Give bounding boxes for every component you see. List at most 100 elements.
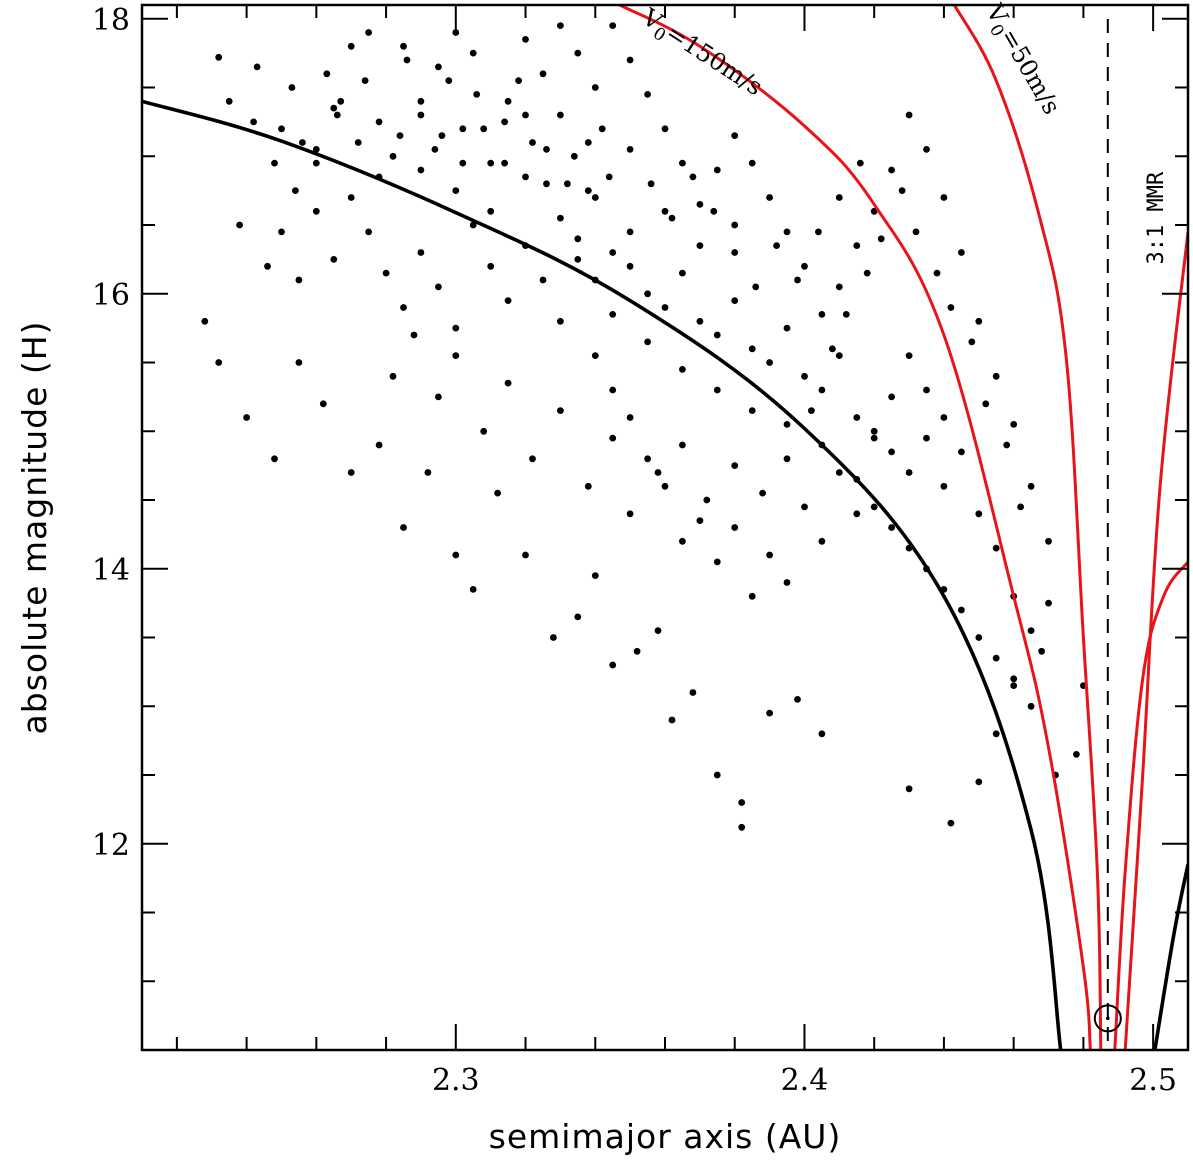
data-point xyxy=(299,139,306,146)
y-tick-label: 14 xyxy=(92,553,130,588)
data-point xyxy=(842,311,850,318)
data-point xyxy=(766,359,773,366)
data-point xyxy=(773,242,780,250)
data-point xyxy=(759,489,766,497)
annotations: 3:1 MMR V0=150m/s V0=50m/s xyxy=(636,0,1169,1050)
x-tick-label: 2.3 xyxy=(432,1063,480,1098)
data-point xyxy=(215,53,223,61)
data-point xyxy=(539,276,547,284)
red-velocity-curve xyxy=(1113,560,1188,1050)
data-point xyxy=(731,462,739,469)
data-point xyxy=(856,159,864,167)
data-point xyxy=(609,661,617,669)
data-point xyxy=(435,393,442,401)
data-point xyxy=(487,262,495,270)
data-point xyxy=(452,324,460,332)
data-point xyxy=(783,579,791,586)
data-point xyxy=(912,228,920,236)
data-point xyxy=(337,97,345,105)
data-point xyxy=(515,77,522,84)
data-points xyxy=(201,22,1087,831)
data-point xyxy=(400,524,407,531)
data-point xyxy=(312,159,320,167)
data-point xyxy=(584,187,592,195)
data-point xyxy=(424,469,432,476)
data-point xyxy=(609,311,617,318)
data-point xyxy=(626,228,634,236)
data-point xyxy=(863,269,871,277)
data-point xyxy=(738,799,746,806)
data-point xyxy=(410,331,418,339)
data-point xyxy=(958,448,965,456)
data-point xyxy=(644,91,651,98)
data-point xyxy=(940,482,948,490)
data-point xyxy=(574,235,582,243)
data-point xyxy=(713,166,721,174)
data-point xyxy=(853,414,861,421)
data-point xyxy=(522,111,529,119)
data-point xyxy=(679,537,686,545)
data-point xyxy=(435,63,442,71)
data-point xyxy=(480,125,488,133)
data-point xyxy=(591,352,599,359)
data-point xyxy=(504,97,512,105)
data-point xyxy=(529,455,536,463)
data-point xyxy=(1045,537,1052,545)
data-point xyxy=(992,730,1000,738)
data-point xyxy=(626,56,634,64)
data-point xyxy=(923,146,930,153)
data-point xyxy=(605,173,613,181)
y-tick-label: 12 xyxy=(92,828,130,863)
data-point xyxy=(312,146,320,153)
data-point xyxy=(794,696,801,703)
data-point xyxy=(431,146,439,153)
data-point xyxy=(389,372,397,380)
data-point xyxy=(731,249,739,256)
black-envelope-curve xyxy=(1153,864,1188,1050)
data-point xyxy=(389,152,397,160)
data-point xyxy=(661,482,669,490)
data-point xyxy=(522,551,529,559)
data-point xyxy=(215,359,223,366)
data-point xyxy=(543,180,550,188)
data-point xyxy=(647,180,655,188)
data-point xyxy=(835,194,843,201)
data-point xyxy=(933,269,941,277)
data-point xyxy=(1017,503,1024,511)
data-point xyxy=(487,207,495,215)
black-envelope-curve xyxy=(142,99,1063,1050)
data-point xyxy=(584,482,592,490)
data-point xyxy=(738,823,746,831)
data-point xyxy=(748,159,756,167)
data-point xyxy=(452,29,460,36)
red-velocity-curve xyxy=(953,5,1103,1050)
data-point xyxy=(633,647,641,655)
data-point xyxy=(1010,675,1018,683)
data-point xyxy=(748,407,756,414)
data-point xyxy=(905,469,913,476)
data-point xyxy=(992,544,1000,552)
data-point xyxy=(591,194,599,201)
data-point xyxy=(400,42,407,50)
y-tick-label: 18 xyxy=(92,3,130,38)
data-point xyxy=(818,537,826,545)
data-point xyxy=(501,159,508,167)
data-point xyxy=(539,70,547,78)
data-point xyxy=(679,366,686,373)
data-point xyxy=(661,125,669,133)
data-point xyxy=(1003,441,1011,449)
red-velocity-curve xyxy=(1123,231,1188,1050)
data-point xyxy=(853,242,861,250)
y-axis-label: absolute magnitude (H) xyxy=(15,321,54,735)
data-point xyxy=(696,317,704,325)
data-point xyxy=(598,125,606,133)
data-point xyxy=(947,304,955,311)
data-point xyxy=(557,407,564,414)
data-point xyxy=(1010,682,1018,689)
data-point xyxy=(243,414,251,421)
data-point xyxy=(731,221,739,229)
data-point xyxy=(473,91,481,98)
x-tick-label: 2.5 xyxy=(1129,1063,1177,1098)
center-marker-dot xyxy=(1106,1016,1110,1021)
data-point xyxy=(626,510,634,518)
